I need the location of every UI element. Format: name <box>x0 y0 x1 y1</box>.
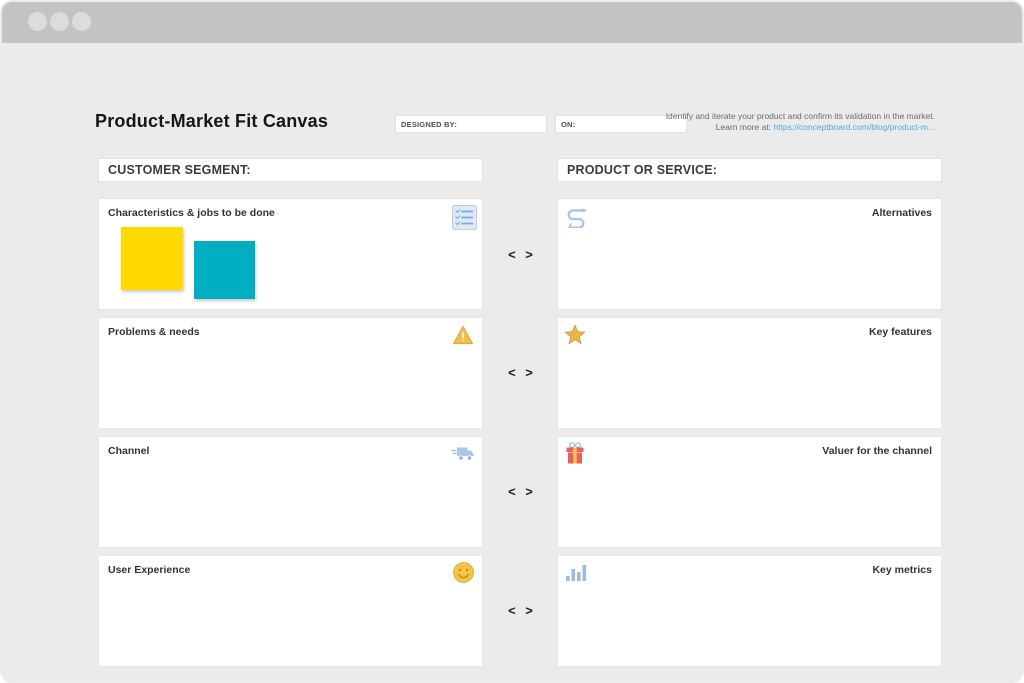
product-service-header: PRODUCT OR SERVICE: <box>557 158 942 182</box>
swap-connector: < > <box>508 484 536 499</box>
swap-connector: < > <box>508 247 536 262</box>
window-titlebar <box>2 2 1022 43</box>
license-text: This template is licensed under the Crea… <box>578 679 938 681</box>
cell-channel[interactable]: Channel <box>98 436 483 548</box>
swap-arrows-icon <box>564 206 588 228</box>
checklist-icon <box>452 205 477 230</box>
attribution-text: Product-Market Fit Canvas is a derivativ… <box>99 679 438 681</box>
designed-by-label: DESIGNED BY: <box>401 119 458 129</box>
bar-chart-icon <box>565 564 590 581</box>
canvas-description: Identify and iterate your product and co… <box>635 111 935 133</box>
description-line1: Identify and iterate your product and co… <box>665 111 935 121</box>
cell-key-metrics[interactable]: Key metrics <box>557 555 942 667</box>
cell-key-features[interactable]: Key features <box>557 317 942 429</box>
conceptboard-link[interactable]: https://conceptboard.com/blog/product-m.… <box>773 122 935 132</box>
cell-label: Characteristics & jobs to be done <box>108 207 275 219</box>
cell-alternatives[interactable]: Alternatives <box>557 198 942 310</box>
on-field[interactable]: ON: <box>555 115 687 133</box>
cell-label: Key metrics <box>872 564 932 576</box>
cell-user-experience[interactable]: User Experience <box>98 555 483 667</box>
warning-triangle-icon <box>452 325 474 345</box>
gift-icon <box>565 442 585 465</box>
delivery-truck-icon <box>451 445 475 463</box>
smiley-face-icon <box>453 562 474 583</box>
license-line1: This template is licensed under the Crea… <box>600 679 938 681</box>
cell-characteristics-jobs[interactable]: Characteristics & jobs to be done <box>98 198 483 310</box>
teal-sticky-note[interactable] <box>194 241 255 299</box>
cell-label: Valuer for the channel <box>822 445 932 457</box>
cell-label: Alternatives <box>871 207 932 219</box>
swap-connector: < > <box>508 603 536 618</box>
window-button-3[interactable] <box>72 12 91 31</box>
designed-by-field[interactable]: DESIGNED BY: <box>395 115 547 133</box>
attribution-line1: Product-Market Fit Canvas is a derivativ… <box>99 679 438 681</box>
cell-label: User Experience <box>108 564 191 576</box>
yellow-sticky-note[interactable] <box>121 227 183 290</box>
learn-more-prefix: Learn more at: <box>715 122 774 132</box>
cell-label: Problems & needs <box>108 326 200 338</box>
star-icon <box>564 324 586 346</box>
window-button-2[interactable] <box>50 12 69 31</box>
cell-problems-needs[interactable]: Problems & needs <box>98 317 483 429</box>
swap-connector: < > <box>508 365 536 380</box>
page-title: Product-Market Fit Canvas <box>95 111 329 131</box>
canvas-area: Product-Market Fit Canvas DESIGNED BY: O… <box>2 43 1022 681</box>
on-label: ON: <box>561 119 576 129</box>
customer-segment-header: CUSTOMER SEGMENT: <box>98 158 483 182</box>
cell-value-channel[interactable]: Valuer for the channel <box>557 436 942 548</box>
cell-label: Channel <box>108 445 150 457</box>
window-button-1[interactable] <box>28 12 47 31</box>
cell-label: Key features <box>868 326 932 338</box>
